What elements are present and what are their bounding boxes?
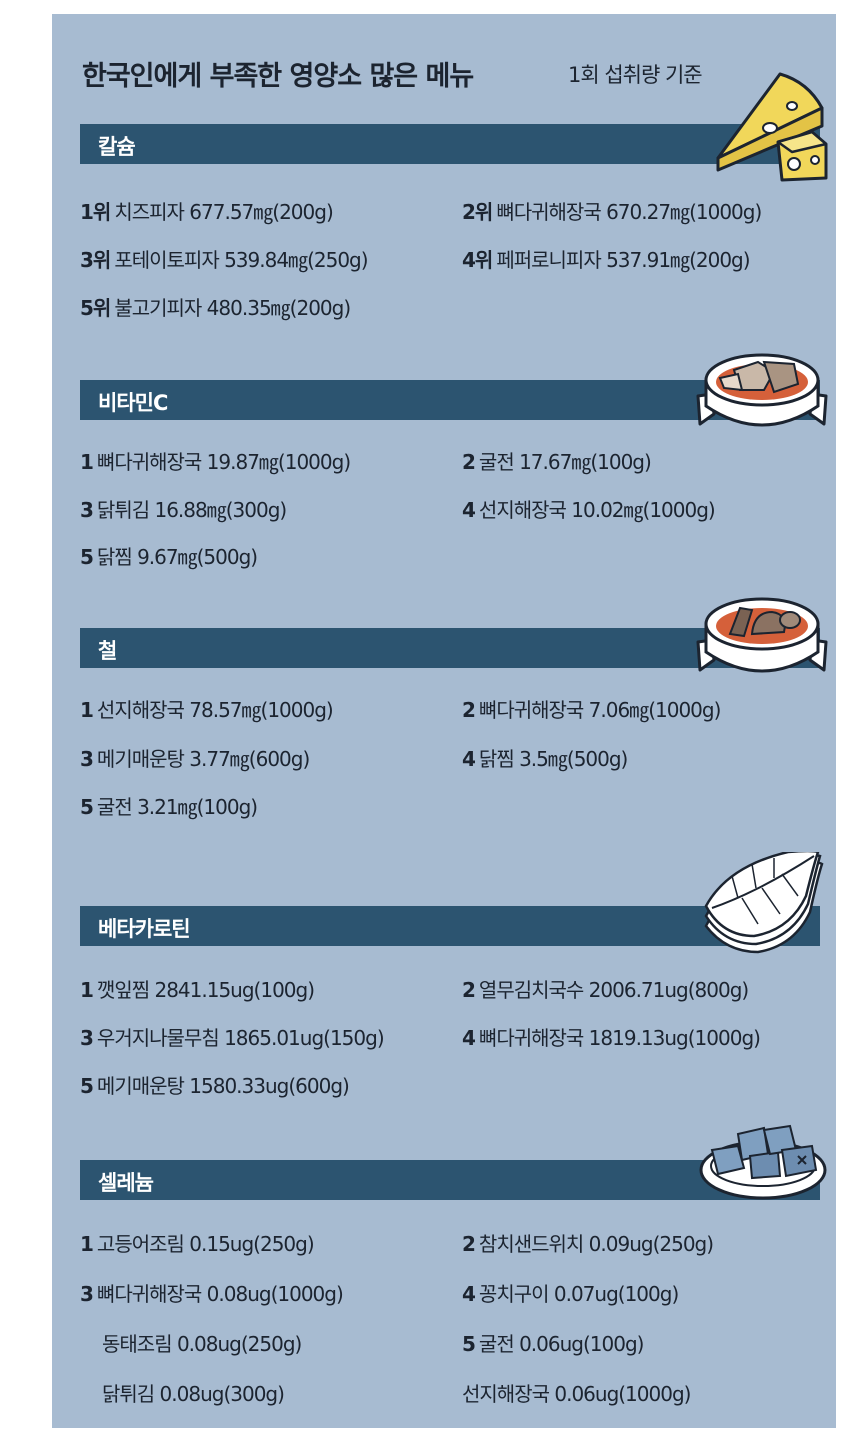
section-title-beta-carotene: 베타카로틴 <box>98 917 191 941</box>
item-text: 참치샌드위치 0.09ug(250g) <box>478 1232 714 1256</box>
item-text: 페퍼로니피자 537.91㎎(200g) <box>496 248 750 272</box>
section-bar-vitamin-c: 비타민C <box>80 380 820 420</box>
item-text: 굴전 3.21㎎(100g) <box>96 795 258 819</box>
section-bar-selenium: 셀레늄 <box>80 1160 820 1200</box>
iron-item-5: 5 굴전 3.21㎎(100g) <box>80 791 258 820</box>
calcium-item-3: 3위 포테이토피자 539.84㎎(250g) <box>80 244 369 273</box>
item-text: 포테이토피자 539.84㎎(250g) <box>114 248 368 272</box>
beta-carotene-item-5: 5 메기매운탕 1580.33ug(600g) <box>80 1070 350 1099</box>
item-text: 메기매운탕 3.77㎎(600g) <box>96 747 310 771</box>
pork-bone-soup-icon <box>696 353 828 427</box>
rank: 1 <box>80 698 94 722</box>
selenium-item-5b: 선지해장국 0.06ug(1000g) <box>462 1378 691 1407</box>
rank: 3 <box>80 1026 94 1050</box>
vitamin-c-item-2: 2 굴전 17.67㎎(100g) <box>462 446 652 475</box>
item-text: 굴전 0.06ug(100g) <box>478 1332 645 1356</box>
iron-item-2: 2 뼈다귀해장국 7.06㎎(1000g) <box>462 694 721 723</box>
selenium-item-3: 3 뼈다귀해장국 0.08ug(1000g) <box>80 1278 344 1307</box>
item-text: 선지해장국 10.02㎎(1000g) <box>478 498 716 522</box>
selenium-item-1: 1 고등어조림 0.15ug(250g) <box>80 1228 315 1257</box>
rank: 5 <box>80 795 94 819</box>
section-title-calcium: 칼슘 <box>98 135 136 159</box>
section-title-vitamin-c: 비타민C <box>98 391 168 415</box>
infographic-panel: 한국인에게 부족한 영양소 많은 메뉴 1회 섭취량 기준 칼슘 1위 치즈피자 … <box>52 14 836 1428</box>
rank: 4위 <box>462 248 493 272</box>
section-title-selenium: 셀레늄 <box>98 1171 154 1195</box>
item-text: 선지해장국 78.57㎎(1000g) <box>96 698 334 722</box>
rank: 4 <box>462 1026 476 1050</box>
rank: 3위 <box>80 248 111 272</box>
rank: 1 <box>80 450 94 474</box>
perilla-leaves-icon <box>704 852 824 954</box>
rank: 2 <box>462 450 476 474</box>
beta-carotene-item-1: 1 깻잎찜 2841.15ug(100g) <box>80 974 315 1003</box>
braised-mackerel-icon <box>699 1124 827 1200</box>
blood-sausage-soup-icon <box>696 597 828 673</box>
rank: 1위 <box>80 200 111 224</box>
section-bar-calcium: 칼슘 <box>80 124 820 164</box>
iron-item-4: 4 닭찜 3.5㎎(500g) <box>462 743 628 772</box>
selenium-item-2: 2 참치샌드위치 0.09ug(250g) <box>462 1228 714 1257</box>
page-title: 한국인에게 부족한 영양소 많은 메뉴 <box>82 61 474 92</box>
iron-item-1: 1 선지해장국 78.57㎎(1000g) <box>80 694 334 723</box>
section-title-iron: 철 <box>98 639 117 663</box>
item-text: 선지해장국 0.06ug(1000g) <box>462 1382 691 1406</box>
calcium-item-4: 4위 페퍼로니피자 537.91㎎(200g) <box>462 244 751 273</box>
rank: 4 <box>462 1282 476 1306</box>
rank: 5위 <box>80 296 111 320</box>
item-text: 닭찜 9.67㎎(500g) <box>96 545 258 569</box>
item-text: 뼈다귀해장국 670.27㎎(1000g) <box>496 200 762 224</box>
selenium-item-5: 5 굴전 0.06ug(100g) <box>462 1328 645 1357</box>
item-text: 닭튀김 16.88㎎(300g) <box>96 498 287 522</box>
section-bar-iron: 철 <box>80 628 820 668</box>
rank: 4 <box>462 747 476 771</box>
rank: 2위 <box>462 200 493 224</box>
vitamin-c-item-5: 5 닭찜 9.67㎎(500g) <box>80 541 258 570</box>
item-text: 우거지나물무침 1865.01ug(150g) <box>96 1026 385 1050</box>
vitamin-c-item-4: 4 선지해장국 10.02㎎(1000g) <box>462 494 716 523</box>
page-subtitle: 1회 섭취량 기준 <box>568 63 703 87</box>
vitamin-c-item-1: 1 뼈다귀해장국 19.87㎎(1000g) <box>80 446 351 475</box>
selenium-item-3c: 닭튀김 0.08ug(300g) <box>102 1378 285 1407</box>
rank: 2 <box>462 978 476 1002</box>
calcium-item-5: 5위 불고기피자 480.35㎎(200g) <box>80 292 351 321</box>
item-text: 뼈다귀해장국 19.87㎎(1000g) <box>96 450 351 474</box>
rank: 4 <box>462 498 476 522</box>
calcium-item-2: 2위 뼈다귀해장국 670.27㎎(1000g) <box>462 196 762 225</box>
beta-carotene-item-4: 4 뼈다귀해장국 1819.13ug(1000g) <box>462 1022 761 1051</box>
item-text: 메기매운탕 1580.33ug(600g) <box>96 1074 350 1098</box>
section-bar-beta-carotene: 베타카로틴 <box>80 906 820 946</box>
item-text: 동태조림 0.08ug(250g) <box>102 1332 302 1356</box>
item-text: 닭튀김 0.08ug(300g) <box>102 1382 285 1406</box>
rank: 3 <box>80 498 94 522</box>
iron-item-3: 3 메기매운탕 3.77㎎(600g) <box>80 743 310 772</box>
item-text: 불고기피자 480.35㎎(200g) <box>114 296 351 320</box>
item-text: 꽁치구이 0.07ug(100g) <box>478 1282 679 1306</box>
rank: 3 <box>80 747 94 771</box>
vitamin-c-item-3: 3 닭튀김 16.88㎎(300g) <box>80 494 287 523</box>
rank: 1 <box>80 978 94 1002</box>
item-text: 뼈다귀해장국 7.06㎎(1000g) <box>478 698 721 722</box>
rank: 5 <box>462 1332 476 1356</box>
calcium-item-1: 1위 치즈피자 677.57㎎(200g) <box>80 196 334 225</box>
item-text: 굴전 17.67㎎(100g) <box>478 450 652 474</box>
item-text: 깻잎찜 2841.15ug(100g) <box>96 978 315 1002</box>
beta-carotene-item-3: 3 우거지나물무침 1865.01ug(150g) <box>80 1022 385 1051</box>
item-text: 고등어조림 0.15ug(250g) <box>96 1232 315 1256</box>
rank: 5 <box>80 1074 94 1098</box>
selenium-item-4: 4 꽁치구이 0.07ug(100g) <box>462 1278 679 1307</box>
rank: 2 <box>462 698 476 722</box>
rank: 3 <box>80 1282 94 1306</box>
rank: 2 <box>462 1232 476 1256</box>
selenium-item-3b: 동태조림 0.08ug(250g) <box>102 1328 302 1357</box>
beta-carotene-item-2: 2 열무김치국수 2006.71ug(800g) <box>462 974 749 1003</box>
item-text: 열무김치국수 2006.71ug(800g) <box>478 978 749 1002</box>
rank: 5 <box>80 545 94 569</box>
item-text: 뼈다귀해장국 0.08ug(1000g) <box>96 1282 344 1306</box>
rank: 1 <box>80 1232 94 1256</box>
item-text: 닭찜 3.5㎎(500g) <box>478 747 628 771</box>
cheese-icon <box>716 72 828 182</box>
item-text: 뼈다귀해장국 1819.13ug(1000g) <box>478 1026 761 1050</box>
item-text: 치즈피자 677.57㎎(200g) <box>114 200 333 224</box>
